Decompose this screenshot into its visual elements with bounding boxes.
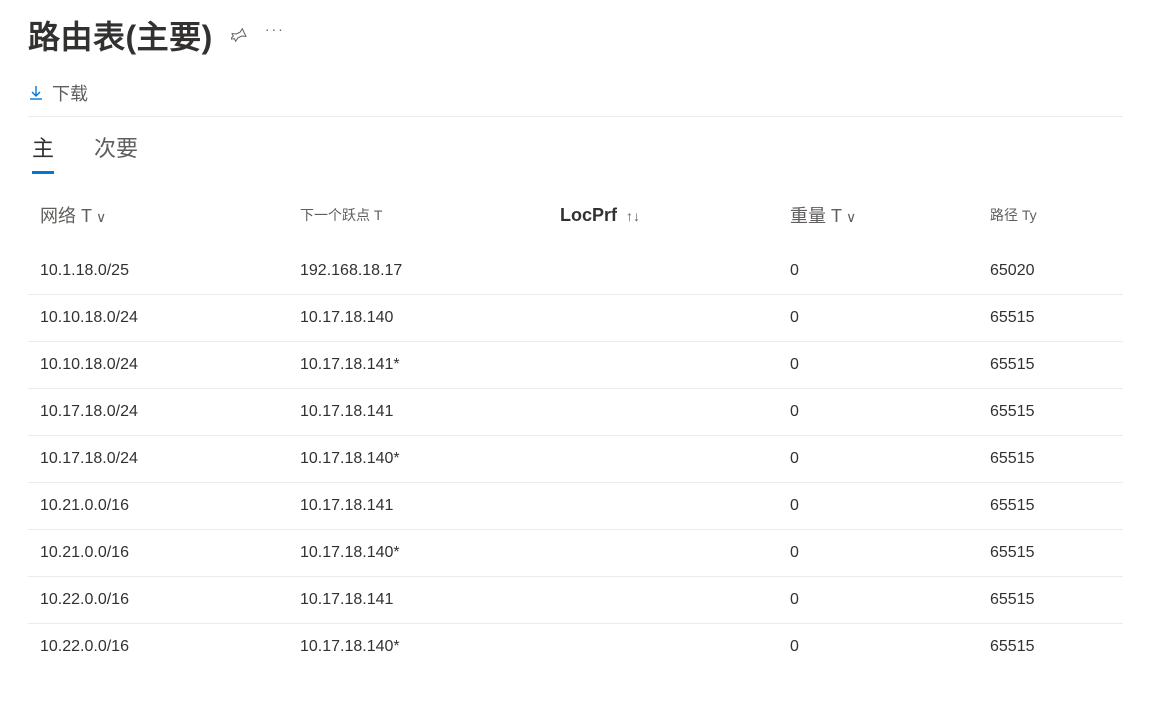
cell-next_hop: 10.17.18.140* — [288, 624, 548, 671]
col-header-label: 重量 T — [790, 206, 842, 226]
cell-weight: 0 — [778, 436, 978, 483]
cell-locprf — [548, 624, 778, 671]
sort-icon: ∨ — [846, 209, 856, 225]
cell-network: 10.17.18.0/24 — [28, 436, 288, 483]
col-header-path[interactable]: 路径 Ty — [978, 192, 1123, 248]
cell-path: 65515 — [978, 530, 1123, 577]
col-header-label: 路径 Ty — [990, 207, 1037, 223]
tab-secondary[interactable]: 次要 — [94, 121, 138, 174]
route-table: 网络 T∨ 下一个跃点 T LocPrf ↑↓ 重量 T∨ 路径 Ty 10.1… — [28, 192, 1123, 670]
cell-next_hop: 10.17.18.141* — [288, 342, 548, 389]
col-header-weight[interactable]: 重量 T∨ — [778, 192, 978, 248]
cell-network: 10.22.0.0/16 — [28, 577, 288, 624]
cell-path: 65515 — [978, 483, 1123, 530]
cell-locprf — [548, 436, 778, 483]
pin-icon[interactable] — [231, 27, 247, 43]
col-header-label: 下一个跃点 T — [300, 207, 382, 223]
table-row[interactable]: 10.21.0.0/1610.17.18.140* 065515 — [28, 530, 1123, 577]
cell-path: 65515 — [978, 436, 1123, 483]
download-icon[interactable] — [28, 85, 44, 101]
sort-icon: ↑↓ — [626, 208, 640, 224]
cell-locprf — [548, 483, 778, 530]
cell-locprf — [548, 295, 778, 342]
cell-next_hop: 10.17.18.141 — [288, 577, 548, 624]
cell-weight: 0 — [778, 530, 978, 577]
cell-weight: 0 — [778, 389, 978, 436]
cell-locprf — [548, 530, 778, 577]
cell-path: 65515 — [978, 295, 1123, 342]
cell-network: 10.1.18.0/25 — [28, 248, 288, 295]
cell-locprf — [548, 577, 778, 624]
table-row[interactable]: 10.10.18.0/2410.17.18.140 065515 — [28, 295, 1123, 342]
cell-weight: 0 — [778, 577, 978, 624]
col-header-label: 网络 T — [40, 206, 92, 226]
page-header: 路由表(主要) ··· — [28, 12, 1123, 58]
col-header-label: LocPrf — [560, 205, 617, 225]
tabs: 主 次要 — [28, 121, 1123, 174]
table-row[interactable]: 10.10.18.0/2410.17.18.141* 065515 — [28, 342, 1123, 389]
cell-next_hop: 10.17.18.140 — [288, 295, 548, 342]
table-row[interactable]: 10.17.18.0/2410.17.18.140* 065515 — [28, 436, 1123, 483]
cell-weight: 0 — [778, 483, 978, 530]
cell-network: 10.22.0.0/16 — [28, 624, 288, 671]
cell-next_hop: 192.168.18.17 — [288, 248, 548, 295]
cell-next_hop: 10.17.18.140* — [288, 530, 548, 577]
table-row[interactable]: 10.1.18.0/25192.168.18.17 065020 — [28, 248, 1123, 295]
cell-network: 10.10.18.0/24 — [28, 295, 288, 342]
cell-network: 10.21.0.0/16 — [28, 483, 288, 530]
table-row[interactable]: 10.21.0.0/1610.17.18.141 065515 — [28, 483, 1123, 530]
cell-path: 65020 — [978, 248, 1123, 295]
cell-next_hop: 10.17.18.140* — [288, 436, 548, 483]
tab-primary[interactable]: 主 — [32, 121, 54, 174]
cell-locprf — [548, 248, 778, 295]
col-header-locprf[interactable]: LocPrf ↑↓ — [548, 192, 778, 248]
page-title: 路由表(主要) — [28, 12, 213, 58]
cell-path: 65515 — [978, 389, 1123, 436]
cell-next_hop: 10.17.18.141 — [288, 389, 548, 436]
cell-weight: 0 — [778, 342, 978, 389]
download-button[interactable]: 下载 — [52, 80, 88, 106]
table-body: 10.1.18.0/25192.168.18.1706502010.10.18.… — [28, 248, 1123, 670]
sort-icon: ∨ — [96, 209, 106, 225]
table-row[interactable]: 10.17.18.0/2410.17.18.141 065515 — [28, 389, 1123, 436]
cell-next_hop: 10.17.18.141 — [288, 483, 548, 530]
cell-path: 65515 — [978, 577, 1123, 624]
cell-network: 10.21.0.0/16 — [28, 530, 288, 577]
cell-path: 65515 — [978, 624, 1123, 671]
table-header-row: 网络 T∨ 下一个跃点 T LocPrf ↑↓ 重量 T∨ 路径 Ty — [28, 192, 1123, 248]
more-icon[interactable]: ··· — [265, 21, 285, 37]
toolbar: 下载 — [28, 80, 1123, 117]
cell-weight: 0 — [778, 248, 978, 295]
table-row[interactable]: 10.22.0.0/1610.17.18.141 065515 — [28, 577, 1123, 624]
cell-locprf — [548, 342, 778, 389]
col-header-network[interactable]: 网络 T∨ — [28, 192, 288, 248]
cell-weight: 0 — [778, 295, 978, 342]
table-row[interactable]: 10.22.0.0/1610.17.18.140* 065515 — [28, 624, 1123, 671]
cell-path: 65515 — [978, 342, 1123, 389]
cell-network: 10.17.18.0/24 — [28, 389, 288, 436]
col-header-next-hop[interactable]: 下一个跃点 T — [288, 192, 548, 248]
cell-locprf — [548, 389, 778, 436]
cell-network: 10.10.18.0/24 — [28, 342, 288, 389]
cell-weight: 0 — [778, 624, 978, 671]
